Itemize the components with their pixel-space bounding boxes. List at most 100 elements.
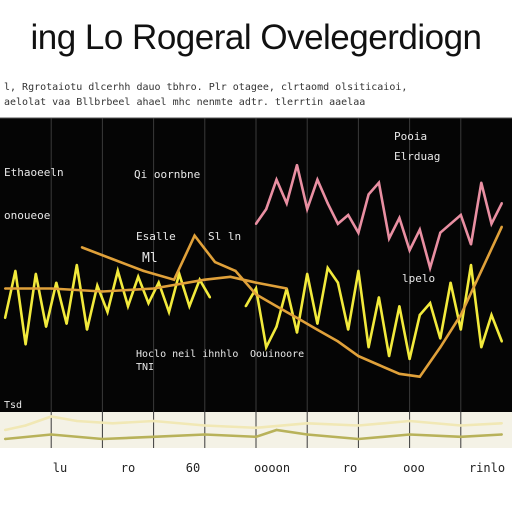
series-point [336, 281, 340, 284]
series-point [357, 424, 360, 427]
chart-subtitle: l, Rgrotaiotu dlcerhh dauo tbhro. Plr ot… [4, 82, 408, 108]
series-point [203, 433, 206, 436]
series-point [254, 426, 258, 429]
x-tick-label: 60 [186, 461, 200, 475]
series-point [490, 222, 493, 226]
series-point [439, 337, 442, 340]
series-point [152, 419, 155, 423]
series-point [418, 228, 422, 231]
series-point [357, 269, 360, 273]
series-point [428, 302, 432, 305]
series-point [265, 207, 268, 211]
series-point [265, 346, 268, 349]
series-point [203, 424, 206, 427]
annotation-label: Elrduag [394, 150, 440, 163]
series-point [500, 202, 503, 205]
series-point [469, 243, 473, 246]
x-tick-label: ro [343, 461, 357, 475]
series-point [157, 281, 160, 284]
series-point [449, 281, 452, 284]
series-point [295, 316, 299, 320]
series-point [275, 428, 278, 432]
series-point [428, 266, 432, 270]
series-point [229, 275, 232, 278]
series-point [167, 310, 171, 314]
series-point [357, 354, 360, 358]
gridlines [0, 117, 512, 448]
series-point [152, 287, 155, 290]
series-point [65, 322, 68, 325]
series-point [193, 234, 196, 237]
series-point [398, 372, 401, 375]
series-point [377, 181, 381, 184]
series-point [326, 266, 329, 270]
series-point [357, 231, 360, 234]
series-point [152, 435, 155, 438]
chart-title: ing Lo Rogeral Ovelegerdiogn [30, 18, 482, 57]
series-line-5 [5, 275, 287, 293]
series-point [408, 357, 411, 361]
series-point [254, 281, 258, 284]
series-point [408, 249, 411, 252]
series-point [126, 304, 130, 308]
series-point [500, 340, 503, 343]
series-point [85, 328, 89, 331]
series-point [500, 433, 503, 436]
series-point [295, 163, 299, 167]
series-line-3 [244, 264, 504, 360]
series-point [254, 293, 258, 296]
series-point [408, 433, 411, 436]
series-point [367, 346, 370, 349]
series-point [275, 178, 278, 181]
annotation-label: Esalle [136, 230, 176, 243]
annotation-label: Pooia [394, 130, 427, 143]
series-point [500, 225, 503, 228]
annotation-label: Tsd [4, 400, 22, 411]
annotation-label: Qi oornbne [134, 168, 200, 181]
series-point [75, 263, 79, 267]
series-point [418, 313, 422, 317]
series-point [234, 269, 237, 273]
series-point [459, 424, 462, 427]
series-point [3, 287, 7, 290]
series-point [55, 281, 58, 284]
annotation-label: Hoclo neil ihnhlo [136, 349, 238, 360]
series-point [24, 424, 27, 427]
series-point [178, 272, 181, 276]
series-point [147, 302, 150, 305]
series-point [326, 202, 329, 205]
series-point [34, 272, 38, 276]
series-point [275, 325, 278, 328]
series-point [387, 354, 391, 358]
series-point [75, 419, 79, 423]
series-point [142, 269, 145, 273]
series-point [336, 222, 340, 226]
series-point [80, 246, 84, 249]
annotation-label: TNI [136, 362, 154, 373]
series-point [459, 328, 462, 331]
annotation-label: lpelo [402, 272, 435, 285]
series-layer [3, 163, 504, 441]
series-point [439, 231, 442, 234]
series-point [50, 433, 53, 436]
annotation-label: Oouinoore [250, 349, 304, 360]
series-point [306, 433, 309, 436]
x-tick-label: oooon [254, 461, 290, 475]
series-point [490, 313, 493, 317]
series-point [96, 284, 99, 287]
series-point [137, 275, 140, 278]
series-point [469, 263, 473, 267]
series-point [295, 331, 299, 334]
series-point [106, 310, 109, 314]
series-point [367, 193, 370, 196]
series-point [244, 304, 247, 308]
series-point [116, 269, 119, 273]
series-point [24, 343, 27, 346]
series-point [377, 363, 381, 367]
series-point [254, 222, 258, 226]
series-point [459, 435, 462, 438]
series-point [14, 269, 17, 273]
series-point [306, 207, 309, 211]
series-line-6 [4, 428, 502, 441]
